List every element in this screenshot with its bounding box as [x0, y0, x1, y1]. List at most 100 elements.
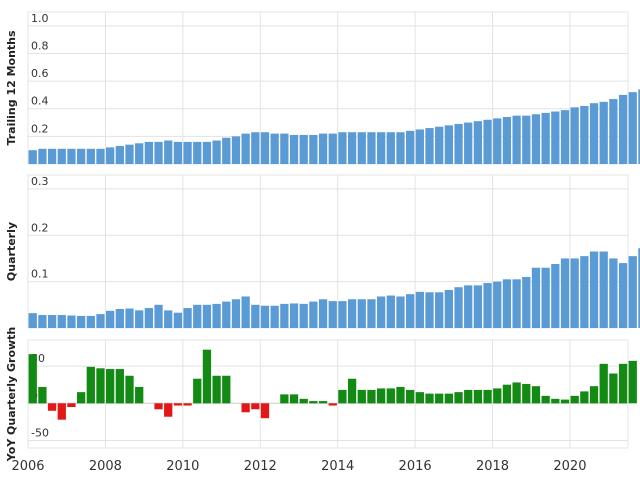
bar [173, 141, 183, 164]
bar [493, 281, 502, 328]
y-tick-label: -50 [31, 427, 49, 440]
bar [541, 267, 550, 328]
bar [589, 386, 599, 404]
bar [241, 296, 250, 328]
bar [212, 303, 221, 328]
bar [522, 383, 531, 404]
bar [318, 133, 328, 164]
x-tick-label: 2020 [553, 459, 586, 474]
bar [396, 386, 405, 404]
bar [609, 373, 618, 404]
bar [599, 251, 608, 328]
bar [464, 389, 473, 404]
bar [222, 137, 231, 164]
bar [483, 119, 492, 164]
bar [638, 248, 640, 328]
bar [580, 391, 589, 404]
bar [435, 393, 444, 404]
bar [618, 263, 628, 328]
bar [415, 129, 424, 164]
bar [338, 132, 347, 164]
y-axis-label: YoY Quarterly Growth [5, 327, 18, 463]
bar [618, 363, 628, 404]
bar [164, 140, 173, 164]
bar [115, 146, 124, 164]
bar [560, 110, 570, 164]
bar [318, 299, 328, 328]
bar [318, 401, 328, 404]
bar [47, 148, 57, 164]
y-tick-label: 0.8 [31, 39, 49, 52]
bar [212, 375, 221, 404]
bar [96, 314, 105, 328]
bar [76, 148, 86, 164]
bar [251, 304, 260, 328]
bar [570, 395, 579, 404]
bar [164, 310, 173, 328]
bar [376, 296, 386, 328]
bar [96, 368, 105, 404]
bar [115, 308, 124, 328]
bar [493, 388, 502, 404]
bar [270, 305, 279, 328]
bar [502, 279, 512, 328]
bar [512, 382, 521, 404]
bar [193, 304, 202, 328]
bar [328, 133, 337, 164]
bar [47, 403, 57, 411]
bar [299, 303, 308, 328]
bar [164, 403, 173, 417]
bar [241, 133, 250, 164]
bar [551, 111, 560, 164]
bar [309, 301, 318, 328]
bar [28, 313, 37, 328]
bar [115, 369, 124, 404]
x-tick-label: 2006 [11, 459, 44, 474]
bar [57, 315, 66, 328]
bar [618, 94, 628, 164]
bar [560, 399, 570, 404]
bar [144, 141, 154, 164]
bar [125, 375, 134, 404]
bar [367, 132, 376, 164]
bar [135, 310, 144, 328]
bar [531, 386, 541, 404]
bar [541, 395, 550, 404]
bar [76, 392, 86, 404]
x-tick-label: 2014 [321, 459, 354, 474]
bar [309, 401, 318, 404]
bar [570, 107, 579, 164]
bar [57, 403, 66, 420]
y-tick-label: 0.2 [31, 122, 49, 135]
bar [512, 115, 521, 164]
bar [454, 392, 463, 404]
y-tick-label: 0.4 [31, 95, 49, 108]
bar [106, 310, 115, 328]
bar [231, 136, 241, 164]
bar [280, 303, 289, 328]
bar [38, 315, 47, 328]
bar [376, 132, 386, 164]
bar [86, 315, 95, 328]
bar [328, 403, 337, 406]
bar [502, 117, 512, 164]
bar [183, 141, 192, 164]
bar [251, 403, 260, 410]
bar [125, 308, 134, 328]
bar [483, 283, 492, 328]
bar [386, 132, 395, 164]
bar [202, 141, 212, 164]
bar [299, 398, 308, 404]
bar [38, 386, 47, 404]
bar [289, 394, 299, 404]
bar [609, 258, 618, 328]
bar [560, 258, 570, 328]
bar [609, 99, 618, 164]
x-tick-label: 2012 [244, 459, 277, 474]
y-axis-label: Quarterly [5, 222, 18, 281]
bar [289, 303, 299, 328]
bar [483, 389, 492, 404]
y-tick-label: 1.0 [31, 12, 49, 25]
x-tick-label: 2018 [476, 459, 509, 474]
bar [435, 126, 444, 164]
